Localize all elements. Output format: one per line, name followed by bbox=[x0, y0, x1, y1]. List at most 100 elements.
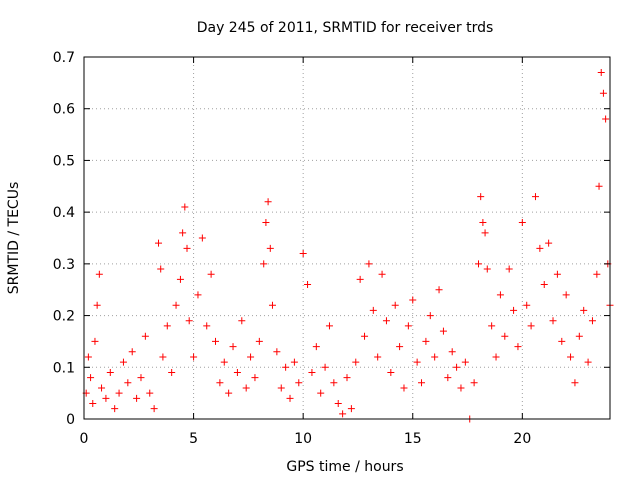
data-point bbox=[233, 368, 241, 376]
data-point bbox=[387, 368, 395, 376]
data-point bbox=[176, 275, 184, 283]
data-point bbox=[481, 229, 489, 237]
data-point bbox=[91, 337, 99, 345]
data-point bbox=[98, 384, 106, 392]
data-point bbox=[198, 234, 206, 242]
data-point bbox=[602, 115, 610, 123]
data-point bbox=[282, 363, 290, 371]
data-point bbox=[190, 353, 198, 361]
data-point bbox=[505, 265, 513, 273]
data-point bbox=[558, 337, 566, 345]
data-point bbox=[453, 363, 461, 371]
data-point bbox=[87, 374, 95, 382]
y-tick-label: 0 bbox=[66, 412, 75, 428]
data-point bbox=[514, 343, 522, 351]
data-point bbox=[536, 244, 544, 252]
data-point bbox=[150, 405, 158, 413]
x-tick-label: 0 bbox=[80, 431, 89, 447]
data-point bbox=[260, 260, 268, 268]
data-point bbox=[396, 343, 404, 351]
data-point bbox=[124, 379, 132, 387]
data-point bbox=[461, 358, 469, 366]
data-point bbox=[531, 193, 539, 201]
data-point bbox=[571, 379, 579, 387]
y-tick-label: 0.6 bbox=[53, 102, 75, 118]
data-point bbox=[146, 389, 154, 397]
data-point bbox=[321, 363, 329, 371]
data-point bbox=[488, 322, 496, 330]
data-point bbox=[580, 306, 588, 314]
y-tick-label: 0.7 bbox=[53, 50, 75, 66]
data-point bbox=[382, 317, 390, 325]
data-point bbox=[212, 337, 219, 345]
y-tick-label: 0.1 bbox=[53, 360, 75, 376]
data-point bbox=[553, 270, 561, 278]
data-point bbox=[391, 301, 399, 309]
data-point bbox=[317, 389, 325, 397]
data-point bbox=[330, 379, 338, 387]
data-point bbox=[361, 332, 369, 340]
data-point bbox=[496, 291, 504, 299]
plot-frame bbox=[83, 56, 611, 420]
data-point bbox=[102, 394, 110, 402]
grid bbox=[84, 57, 610, 419]
x-tick-label: 10 bbox=[294, 431, 312, 447]
data-point bbox=[133, 394, 141, 402]
data-point bbox=[312, 343, 320, 351]
data-point bbox=[409, 296, 417, 304]
data-point bbox=[268, 301, 276, 309]
data-point bbox=[325, 322, 333, 330]
data-point bbox=[157, 265, 165, 273]
data-point bbox=[527, 322, 535, 330]
data-point bbox=[595, 182, 603, 190]
data-point bbox=[562, 291, 570, 299]
data-points bbox=[82, 69, 614, 423]
data-point bbox=[251, 374, 259, 382]
data-point bbox=[334, 399, 342, 407]
data-point bbox=[518, 218, 526, 226]
data-point bbox=[479, 218, 487, 226]
data-point bbox=[95, 270, 103, 278]
data-point bbox=[155, 239, 163, 247]
data-point bbox=[220, 358, 228, 366]
data-point bbox=[567, 353, 575, 361]
data-point bbox=[404, 322, 412, 330]
data-point bbox=[475, 260, 482, 268]
data-point bbox=[457, 384, 465, 392]
data-point bbox=[304, 281, 312, 289]
data-point bbox=[374, 353, 382, 361]
data-point bbox=[339, 410, 347, 418]
data-point bbox=[483, 265, 491, 273]
data-point bbox=[448, 348, 456, 356]
data-point bbox=[435, 286, 443, 294]
data-point bbox=[400, 384, 408, 392]
y-tick-label: 0.4 bbox=[53, 205, 75, 221]
data-point bbox=[229, 343, 237, 351]
data-point bbox=[93, 301, 101, 309]
data-point bbox=[523, 301, 531, 309]
data-point bbox=[299, 250, 307, 258]
chart-title: Day 245 of 2011, SRMTID for receiver trd… bbox=[197, 20, 494, 36]
data-point bbox=[501, 332, 509, 340]
data-point bbox=[422, 337, 430, 345]
data-point bbox=[183, 244, 191, 252]
data-point bbox=[255, 337, 263, 345]
data-point bbox=[264, 198, 272, 206]
data-point bbox=[575, 332, 583, 340]
data-point bbox=[106, 368, 114, 376]
data-point bbox=[111, 405, 119, 413]
data-point bbox=[413, 358, 421, 366]
data-point bbox=[343, 374, 351, 382]
x-axis-label: GPS time / hours bbox=[286, 459, 403, 475]
x-tick-label: 20 bbox=[513, 431, 531, 447]
data-point bbox=[128, 348, 136, 356]
data-point bbox=[159, 353, 167, 361]
data-point bbox=[247, 353, 255, 361]
y-tick-label: 0.2 bbox=[53, 309, 75, 325]
data-point bbox=[588, 317, 596, 325]
data-point bbox=[185, 317, 193, 325]
data-point bbox=[597, 69, 605, 77]
data-point bbox=[549, 317, 557, 325]
data-point bbox=[181, 203, 189, 211]
